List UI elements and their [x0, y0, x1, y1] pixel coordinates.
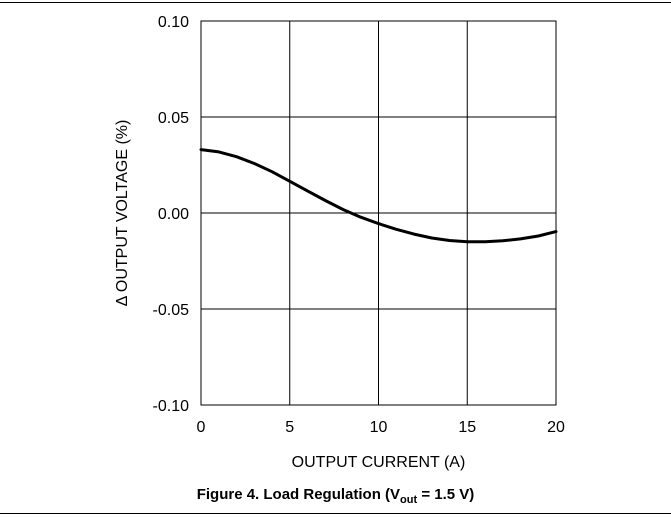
load-regulation-chart: 0.10 0.05 0.00 -0.05 -0.10 0 5 10 15 20 Δ OUTPUT…: [114, 14, 565, 471]
x-tick-label: 0: [197, 419, 206, 436]
bottom-rule: [0, 513, 671, 514]
x-tick-label: 20: [547, 419, 565, 436]
y-tick-label: 0.00: [158, 206, 189, 223]
y-tick-labels: 0.10 0.05 0.00 -0.05 -0.10: [153, 14, 190, 415]
x-tick-label: 10: [370, 419, 388, 436]
x-axis-label: OUTPUT CURRENT (A): [292, 454, 466, 471]
y-tick-label: 0.05: [158, 110, 189, 127]
x-tick-labels: 0 5 10 15 20: [197, 419, 565, 436]
y-tick-label: -0.05: [153, 302, 190, 319]
caption-prefix: Figure 4. Load Regulation (V: [196, 486, 401, 503]
figure-caption: Figure 4. Load Regulation (Vout = 1.5 V): [0, 486, 671, 506]
plot-frame: [200, 20, 557, 406]
grid: [200, 20, 557, 406]
caption-suffix: = 1.5 V): [417, 486, 475, 503]
top-rule: [0, 2, 671, 3]
x-tick-label: 15: [458, 419, 476, 436]
y-axis-label: Δ OUTPUT VOLTAGE (%): [114, 120, 131, 307]
caption-subscript: out: [400, 494, 418, 506]
y-tick-label: 0.10: [158, 14, 189, 31]
y-tick-label: -0.10: [153, 398, 190, 415]
x-tick-label: 5: [285, 419, 294, 436]
series-line: [199, 148, 558, 244]
